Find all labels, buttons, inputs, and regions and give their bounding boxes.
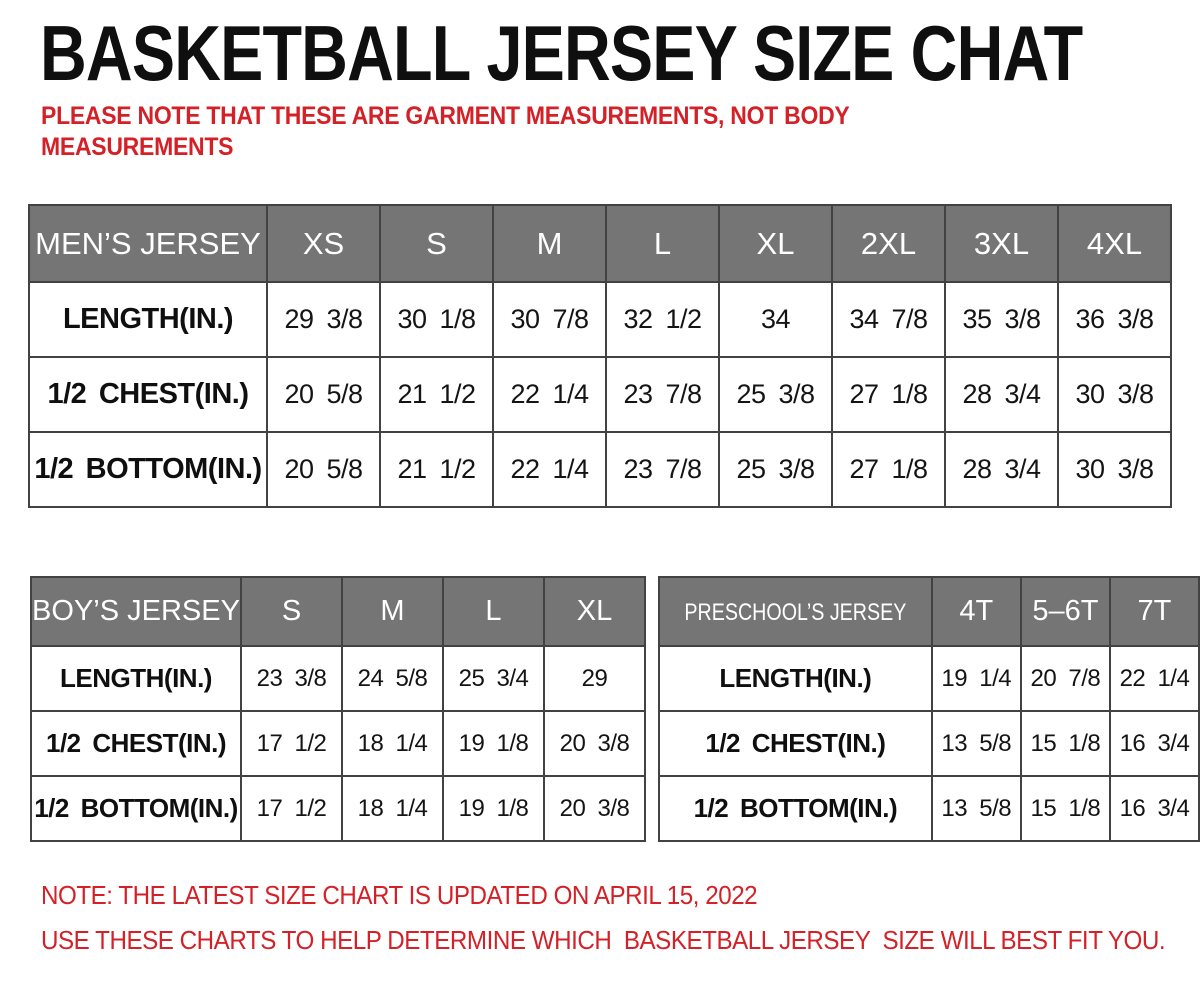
preschool-chest-value: 15 1/8 <box>1019 710 1111 777</box>
mens-bottom-value: 27 1/8 <box>831 431 946 508</box>
row-label-half-chest: 1/2 CHEST(IN.) <box>28 356 268 433</box>
row-label-half-bottom: 1/2 BOTTOM(IN.) <box>658 775 933 842</box>
mens-size-header: M <box>492 204 607 283</box>
boys-half-bottom-row: 1/2 BOTTOM(IN.) 17 1/2 18 1/4 19 1/8 20 … <box>30 775 646 842</box>
preschool-table-title: PRESCHOOL’S JERSEY <box>658 576 933 647</box>
boys-header-row: BOY’S JERSEY S M L XL <box>30 576 646 647</box>
mens-chest-value: 22 1/4 <box>492 356 607 433</box>
garment-measurement-note: PLEASE NOTE THAT THESE ARE GARMENT MEASU… <box>41 102 850 161</box>
boys-length-value: 23 3/8 <box>240 645 343 712</box>
preschool-bottom-value: 16 3/4 <box>1108 775 1200 842</box>
row-label-half-chest: 1/2 CHEST(IN.) <box>30 710 242 777</box>
boys-size-header: M <box>341 576 444 647</box>
row-label-half-bottom: 1/2 BOTTOM(IN.) <box>30 775 242 842</box>
mens-chest-value: 20 5/8 <box>266 356 381 433</box>
boys-bottom-value: 20 3/8 <box>543 775 646 842</box>
mens-length-value: 35 3/8 <box>944 281 1059 358</box>
boys-chest-value: 18 1/4 <box>341 710 444 777</box>
mens-chest-value: 28 3/4 <box>944 356 1059 433</box>
preschool-length-row: LENGTH(IN.) 19 1/4 20 7/8 22 1/4 <box>658 645 1200 712</box>
preschool-size-header: 4T <box>930 576 1022 647</box>
mens-header-row: MEN’S JERSEY XS S M L XL 2XL 3XL 4XL <box>28 204 1172 283</box>
boys-length-value: 25 3/4 <box>442 645 545 712</box>
boys-length-value: 29 <box>543 645 646 712</box>
mens-length-value: 29 3/8 <box>266 281 381 358</box>
row-label-half-chest: 1/2 CHEST(IN.) <box>658 710 933 777</box>
row-label-length: LENGTH(IN.) <box>658 645 933 712</box>
preschool-half-bottom-row: 1/2 BOTTOM(IN.) 13 5/8 15 1/8 16 3/4 <box>658 775 1200 842</box>
boys-table-title: BOY’S JERSEY <box>30 576 242 647</box>
mens-bottom-value: 28 3/4 <box>944 431 1059 508</box>
mens-length-value: 34 <box>718 281 833 358</box>
preschool-jersey-size-table: PRESCHOOL’S JERSEY 4T 5–6T 7T LENGTH(IN.… <box>658 576 1200 842</box>
mens-table-title: MEN’S JERSEY <box>28 204 268 283</box>
boys-chest-value: 19 1/8 <box>442 710 545 777</box>
mens-chest-value: 30 3/8 <box>1057 356 1172 433</box>
boys-length-row: LENGTH(IN.) 23 3/8 24 5/8 25 3/4 29 <box>30 645 646 712</box>
mens-size-header: S <box>379 204 494 283</box>
mens-chest-value: 27 1/8 <box>831 356 946 433</box>
boys-bottom-value: 17 1/2 <box>240 775 343 842</box>
mens-bottom-value: 30 3/8 <box>1057 431 1172 508</box>
preschool-chest-value: 13 5/8 <box>930 710 1022 777</box>
mens-length-value: 30 1/8 <box>379 281 494 358</box>
preschool-chest-value: 16 3/4 <box>1108 710 1200 777</box>
update-date-note: NOTE: THE LATEST SIZE CHART IS UPDATED O… <box>41 880 758 910</box>
preschool-length-value: 20 7/8 <box>1019 645 1111 712</box>
mens-half-bottom-row: 1/2 BOTTOM(IN.) 20 5/8 21 1/2 22 1/4 23 … <box>28 431 1172 508</box>
boys-jersey-size-table: BOY’S JERSEY S M L XL LENGTH(IN.) 23 3/8… <box>30 576 646 842</box>
boys-chest-value: 17 1/2 <box>240 710 343 777</box>
mens-bottom-value: 25 3/8 <box>718 431 833 508</box>
mens-length-value: 32 1/2 <box>605 281 720 358</box>
mens-bottom-value: 22 1/4 <box>492 431 607 508</box>
mens-bottom-value: 21 1/2 <box>379 431 494 508</box>
boys-size-header: S <box>240 576 343 647</box>
mens-length-value: 34 7/8 <box>831 281 946 358</box>
boys-bottom-value: 18 1/4 <box>341 775 444 842</box>
mens-half-chest-row: 1/2 CHEST(IN.) 20 5/8 21 1/2 22 1/4 23 7… <box>28 356 1172 433</box>
boys-half-chest-row: 1/2 CHEST(IN.) 17 1/2 18 1/4 19 1/8 20 3… <box>30 710 646 777</box>
preschool-size-header: 5–6T <box>1019 576 1111 647</box>
fit-advice-note: USE THESE CHARTS TO HELP DETERMINE WHICH… <box>41 925 1166 955</box>
preschool-bottom-value: 13 5/8 <box>930 775 1022 842</box>
boys-size-header: L <box>442 576 545 647</box>
preschool-size-header: 7T <box>1108 576 1200 647</box>
mens-size-header: L <box>605 204 720 283</box>
mens-jersey-size-table: MEN’S JERSEY XS S M L XL 2XL 3XL 4XL LEN… <box>28 204 1172 508</box>
mens-size-header: XL <box>718 204 833 283</box>
boys-bottom-value: 19 1/8 <box>442 775 545 842</box>
mens-length-value: 36 3/8 <box>1057 281 1172 358</box>
row-label-length: LENGTH(IN.) <box>30 645 242 712</box>
preschool-length-value: 22 1/4 <box>1108 645 1200 712</box>
boys-chest-value: 20 3/8 <box>543 710 646 777</box>
preschool-header-row: PRESCHOOL’S JERSEY 4T 5–6T 7T <box>658 576 1200 647</box>
mens-bottom-value: 20 5/8 <box>266 431 381 508</box>
mens-size-header: 3XL <box>944 204 1059 283</box>
mens-length-value: 30 7/8 <box>492 281 607 358</box>
boys-length-value: 24 5/8 <box>341 645 444 712</box>
mens-chest-value: 25 3/8 <box>718 356 833 433</box>
row-label-half-bottom: 1/2 BOTTOM(IN.) <box>28 431 268 508</box>
mens-chest-value: 21 1/2 <box>379 356 494 433</box>
preschool-bottom-value: 15 1/8 <box>1019 775 1111 842</box>
mens-length-row: LENGTH(IN.) 29 3/8 30 1/8 30 7/8 32 1/2 … <box>28 281 1172 358</box>
preschool-length-value: 19 1/4 <box>930 645 1022 712</box>
preschool-half-chest-row: 1/2 CHEST(IN.) 13 5/8 15 1/8 16 3/4 <box>658 710 1200 777</box>
mens-chest-value: 23 7/8 <box>605 356 720 433</box>
preschool-table-title-text: PRESCHOOL’S JERSEY <box>684 599 907 626</box>
mens-size-header: 4XL <box>1057 204 1172 283</box>
mens-size-header: 2XL <box>831 204 946 283</box>
mens-bottom-value: 23 7/8 <box>605 431 720 508</box>
boys-size-header: XL <box>543 576 646 647</box>
row-label-length: LENGTH(IN.) <box>28 281 268 358</box>
mens-size-header: XS <box>266 204 381 283</box>
page-title: BASKETBALL JERSEY SIZE CHAT <box>40 9 1083 97</box>
